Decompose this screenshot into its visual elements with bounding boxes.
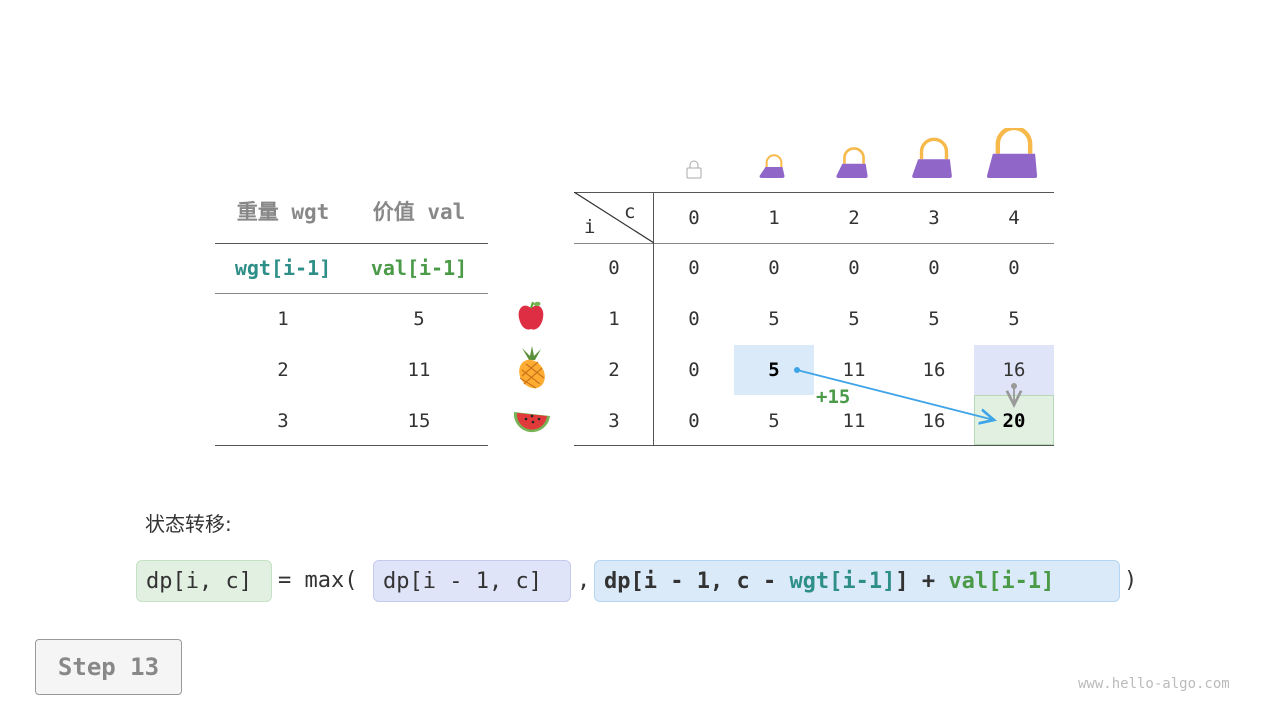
dp-cell: 0	[688, 308, 700, 330]
dp-cell: 16	[1002, 359, 1026, 381]
formula-wgt: wgt[i-1]	[789, 569, 896, 594]
dp-cell: 11	[842, 359, 866, 381]
dp-cell: 16	[922, 410, 946, 432]
formula-option-2: dp[i - 1, c - wgt[i-1]] + val[i-1]	[594, 560, 1120, 602]
subheader-wgt: wgt[i-1]	[234, 256, 332, 280]
corner-i: i	[584, 216, 596, 238]
watermark: www.hello-algo.com	[1078, 676, 1230, 692]
bag-icon	[986, 128, 1038, 178]
row-header: 2	[608, 359, 620, 381]
formula-val: val[i-1]	[948, 569, 1055, 594]
dp-cell: 11	[842, 410, 866, 432]
formula-part: dp[i - 1, c -	[604, 569, 790, 594]
col-header: 3	[928, 207, 940, 229]
formula-close: )	[1124, 568, 1138, 593]
col-header: 2	[848, 207, 860, 229]
plus-value-label: +15	[816, 386, 851, 408]
dp-cell: 16	[922, 359, 946, 381]
row-header: 3	[608, 410, 620, 432]
subheader-val: val[i-1]	[370, 256, 468, 280]
dp-cell: 0	[928, 257, 940, 279]
item-cell: 11	[407, 359, 431, 381]
bag-icon	[912, 137, 952, 178]
bag-icon	[759, 154, 785, 178]
dp-cell: 0	[688, 410, 700, 432]
dp-cell: 5	[768, 308, 780, 330]
header-weight: 重量 wgt	[236, 200, 330, 224]
dp-cell: 5	[928, 308, 940, 330]
dp-cell: 0	[688, 257, 700, 279]
dp-cell: 5	[768, 410, 780, 432]
dp-cell: 0	[1008, 257, 1020, 279]
apple-icon	[518, 301, 544, 330]
step-label: Step 13	[35, 639, 182, 695]
row-header: 0	[608, 257, 620, 279]
dp-cell: 0	[768, 257, 780, 279]
item-cell: 15	[407, 410, 431, 432]
item-icons	[514, 301, 550, 433]
item-cell: 3	[277, 410, 289, 432]
col-header: 1	[768, 207, 780, 229]
bag-icon	[836, 147, 868, 178]
formula-option-1: dp[i - 1, c]	[373, 560, 571, 602]
formula-eq: = max(	[278, 568, 358, 593]
item-cell: 2	[277, 359, 289, 381]
transition-label: 状态转移:	[145, 512, 232, 536]
item-cell: 5	[413, 308, 425, 330]
formula-lhs: dp[i, c]	[136, 560, 272, 602]
formula-part: ] +	[895, 569, 949, 594]
dp-cell: 5	[1008, 308, 1020, 330]
item-cell: 1	[277, 308, 289, 330]
dp-cell: 20	[1002, 410, 1026, 432]
watermelon-icon	[514, 412, 550, 433]
bag-icons	[686, 128, 1038, 179]
formula-comma: ,	[577, 568, 591, 593]
dp-cell: 0	[688, 359, 700, 381]
corner-c: c	[624, 201, 636, 223]
arrow-blue	[796, 369, 994, 420]
col-header: 4	[1008, 207, 1020, 229]
highlight-cell-dp-1-1	[734, 345, 814, 395]
pineapple-icon	[519, 346, 545, 389]
empty-bag-icon	[686, 160, 702, 179]
col-header: 0	[688, 207, 700, 229]
dp-cell: 5	[768, 359, 780, 381]
dp-cell: 5	[848, 308, 860, 330]
row-header: 1	[608, 308, 620, 330]
header-value: 价值 val	[372, 200, 466, 224]
dp-cell: 0	[848, 257, 860, 279]
